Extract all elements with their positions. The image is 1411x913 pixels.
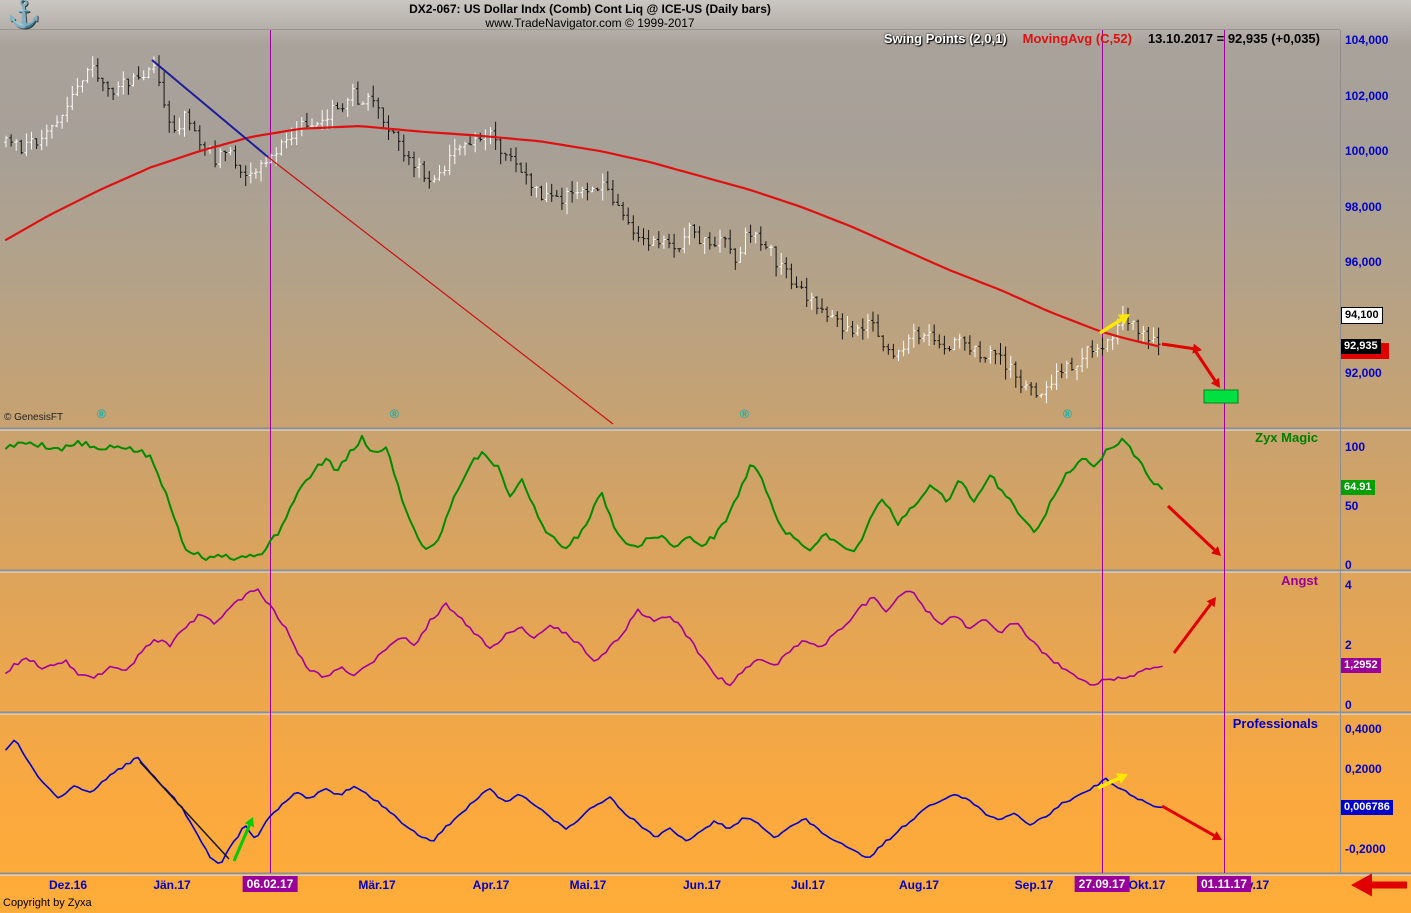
price-axis-tick: 98,000 [1345, 199, 1382, 214]
red-arrow-price-down-head[interactable] [1210, 377, 1220, 388]
genesis-watermark: © GenesisFT [4, 412, 64, 423]
yellow-arrow-prof-shaft[interactable] [1097, 776, 1120, 790]
site-credit: www.TradeNavigator.com © 1999-2017 [485, 16, 695, 30]
x-axis-month-label: Okt.17 [1128, 878, 1166, 892]
angst-axis-tick: 2 [1345, 638, 1352, 652]
series-zyx [5, 434, 1163, 561]
yellow-arrow-price-head[interactable] [1118, 314, 1130, 325]
x-axis-month-label: Jän.17 [153, 878, 191, 892]
event-date-tag[interactable]: 27.09.17 [1074, 876, 1130, 892]
prof-axis-tick: 0,4000 [1345, 722, 1382, 736]
genesis-marker-icon: ® [390, 407, 399, 421]
red-arrow-price-right-head[interactable] [1192, 343, 1202, 354]
x-axis-month-label: Dez.16 [48, 878, 88, 892]
price-axis-tick: 100,000 [1345, 144, 1389, 158]
series-angst [5, 588, 1163, 687]
price-bars-up [4, 56, 1156, 404]
legend-last-quote: 13.10.2017 = 92,935 (+0,035) [1147, 31, 1320, 46]
green-arrow-prof-up-shaft[interactable] [232, 824, 251, 862]
price-axis-tick: 104,000 [1345, 33, 1389, 47]
symbol-title: DX2-067: US Dollar Indx (Comb) Cont Liq … [409, 2, 771, 16]
red-arrow-price-right-shaft[interactable] [1161, 342, 1194, 351]
indicator-legend: Swing Points (2,0,1) MovingAvg (C,52) 13… [884, 31, 1320, 46]
red-trendline-price[interactable] [267, 156, 614, 425]
blue-trendline-price[interactable] [151, 59, 269, 158]
genesis-marker-icon: ® [1063, 407, 1072, 421]
copyright-notice: Copyright by Zyxa [3, 897, 92, 909]
price-bars-down [9, 55, 1161, 398]
panel-title-zyx-magic[interactable]: Zyx Magic [1255, 430, 1318, 445]
black-trendline-prof[interactable] [139, 761, 230, 860]
legend-moving-avg[interactable]: MovingAvg (C,52) [1022, 31, 1132, 46]
x-axis-month-label: Jul.17 [790, 878, 826, 892]
big-red-arrow-left-head[interactable] [1351, 873, 1372, 897]
angst-value-tag[interactable]: 1,2952 [1341, 658, 1381, 674]
zyx-axis-tick: 0 [1345, 558, 1352, 572]
red-arrow-price-down-shaft[interactable] [1194, 351, 1217, 382]
series-ma52 [4, 125, 1160, 348]
last-price-tag[interactable]: 92,935 [1341, 339, 1381, 355]
price-level-tag[interactable]: 94,100 [1341, 306, 1383, 324]
red-arrow-zyx-down-head[interactable] [1211, 546, 1221, 556]
genesis-marker-icon: ® [97, 407, 106, 421]
red-arrow-angst-up-shaft[interactable] [1172, 603, 1212, 654]
legend-swing-points[interactable]: Swing Points (2,0,1) [883, 31, 1007, 46]
red-arrow-prof-down-shaft[interactable] [1161, 804, 1215, 837]
x-axis-month-label: Sep.17 [1014, 878, 1054, 892]
red-arrow-zyx-down-shaft[interactable] [1166, 504, 1216, 551]
angst-axis-tick: 0 [1345, 698, 1352, 712]
price-axis-tick: 96,000 [1345, 255, 1382, 269]
x-axis-month-label: Jun.17 [682, 878, 722, 892]
x-axis-month-label: Apr.17 [472, 878, 510, 892]
red-arrow-prof-down-head[interactable] [1211, 831, 1222, 840]
red-arrow-angst-up-head[interactable] [1206, 597, 1216, 608]
chart-header: DX2-067: US Dollar Indx (Comb) Cont Liq … [0, 2, 1180, 30]
panel-title-professionals[interactable]: Professionals [1232, 716, 1318, 731]
yellow-arrow-prof-head[interactable] [1116, 773, 1128, 784]
angst-axis-tick: 4 [1345, 578, 1352, 592]
prof-value-tag[interactable]: 0,006786 [1341, 799, 1393, 815]
x-axis-month-label: Mär.17 [358, 878, 396, 892]
price-axis-tick: 92,000 [1345, 366, 1382, 380]
genesis-marker-icon: ® [740, 407, 749, 421]
zyx-axis-tick: 50 [1345, 499, 1359, 513]
x-axis-month-label: Aug.17 [898, 878, 940, 892]
prof-axis-tick: 0,2000 [1345, 762, 1382, 776]
green-arrow-prof-up-head[interactable] [244, 817, 254, 828]
price-axis-tick: 102,000 [1345, 88, 1389, 103]
series-prof [5, 739, 1163, 864]
x-axis-month-label: Mai.17 [569, 878, 607, 892]
green-target-box[interactable] [1203, 389, 1239, 404]
yellow-arrow-price-shaft[interactable] [1099, 318, 1123, 335]
panel-title-angst[interactable]: Angst [1281, 573, 1318, 588]
zyx-axis-tick: 100 [1345, 440, 1366, 454]
anchor-logo-icon[interactable]: ⚓ [7, 0, 41, 29]
prof-axis-tick: -0,2000 [1345, 842, 1386, 856]
event-date-tag[interactable]: 01.11.17 [1196, 876, 1252, 892]
zyx-value-tag[interactable]: 64.91 [1341, 480, 1375, 496]
event-date-tag[interactable]: 06.02.17 [242, 876, 298, 892]
